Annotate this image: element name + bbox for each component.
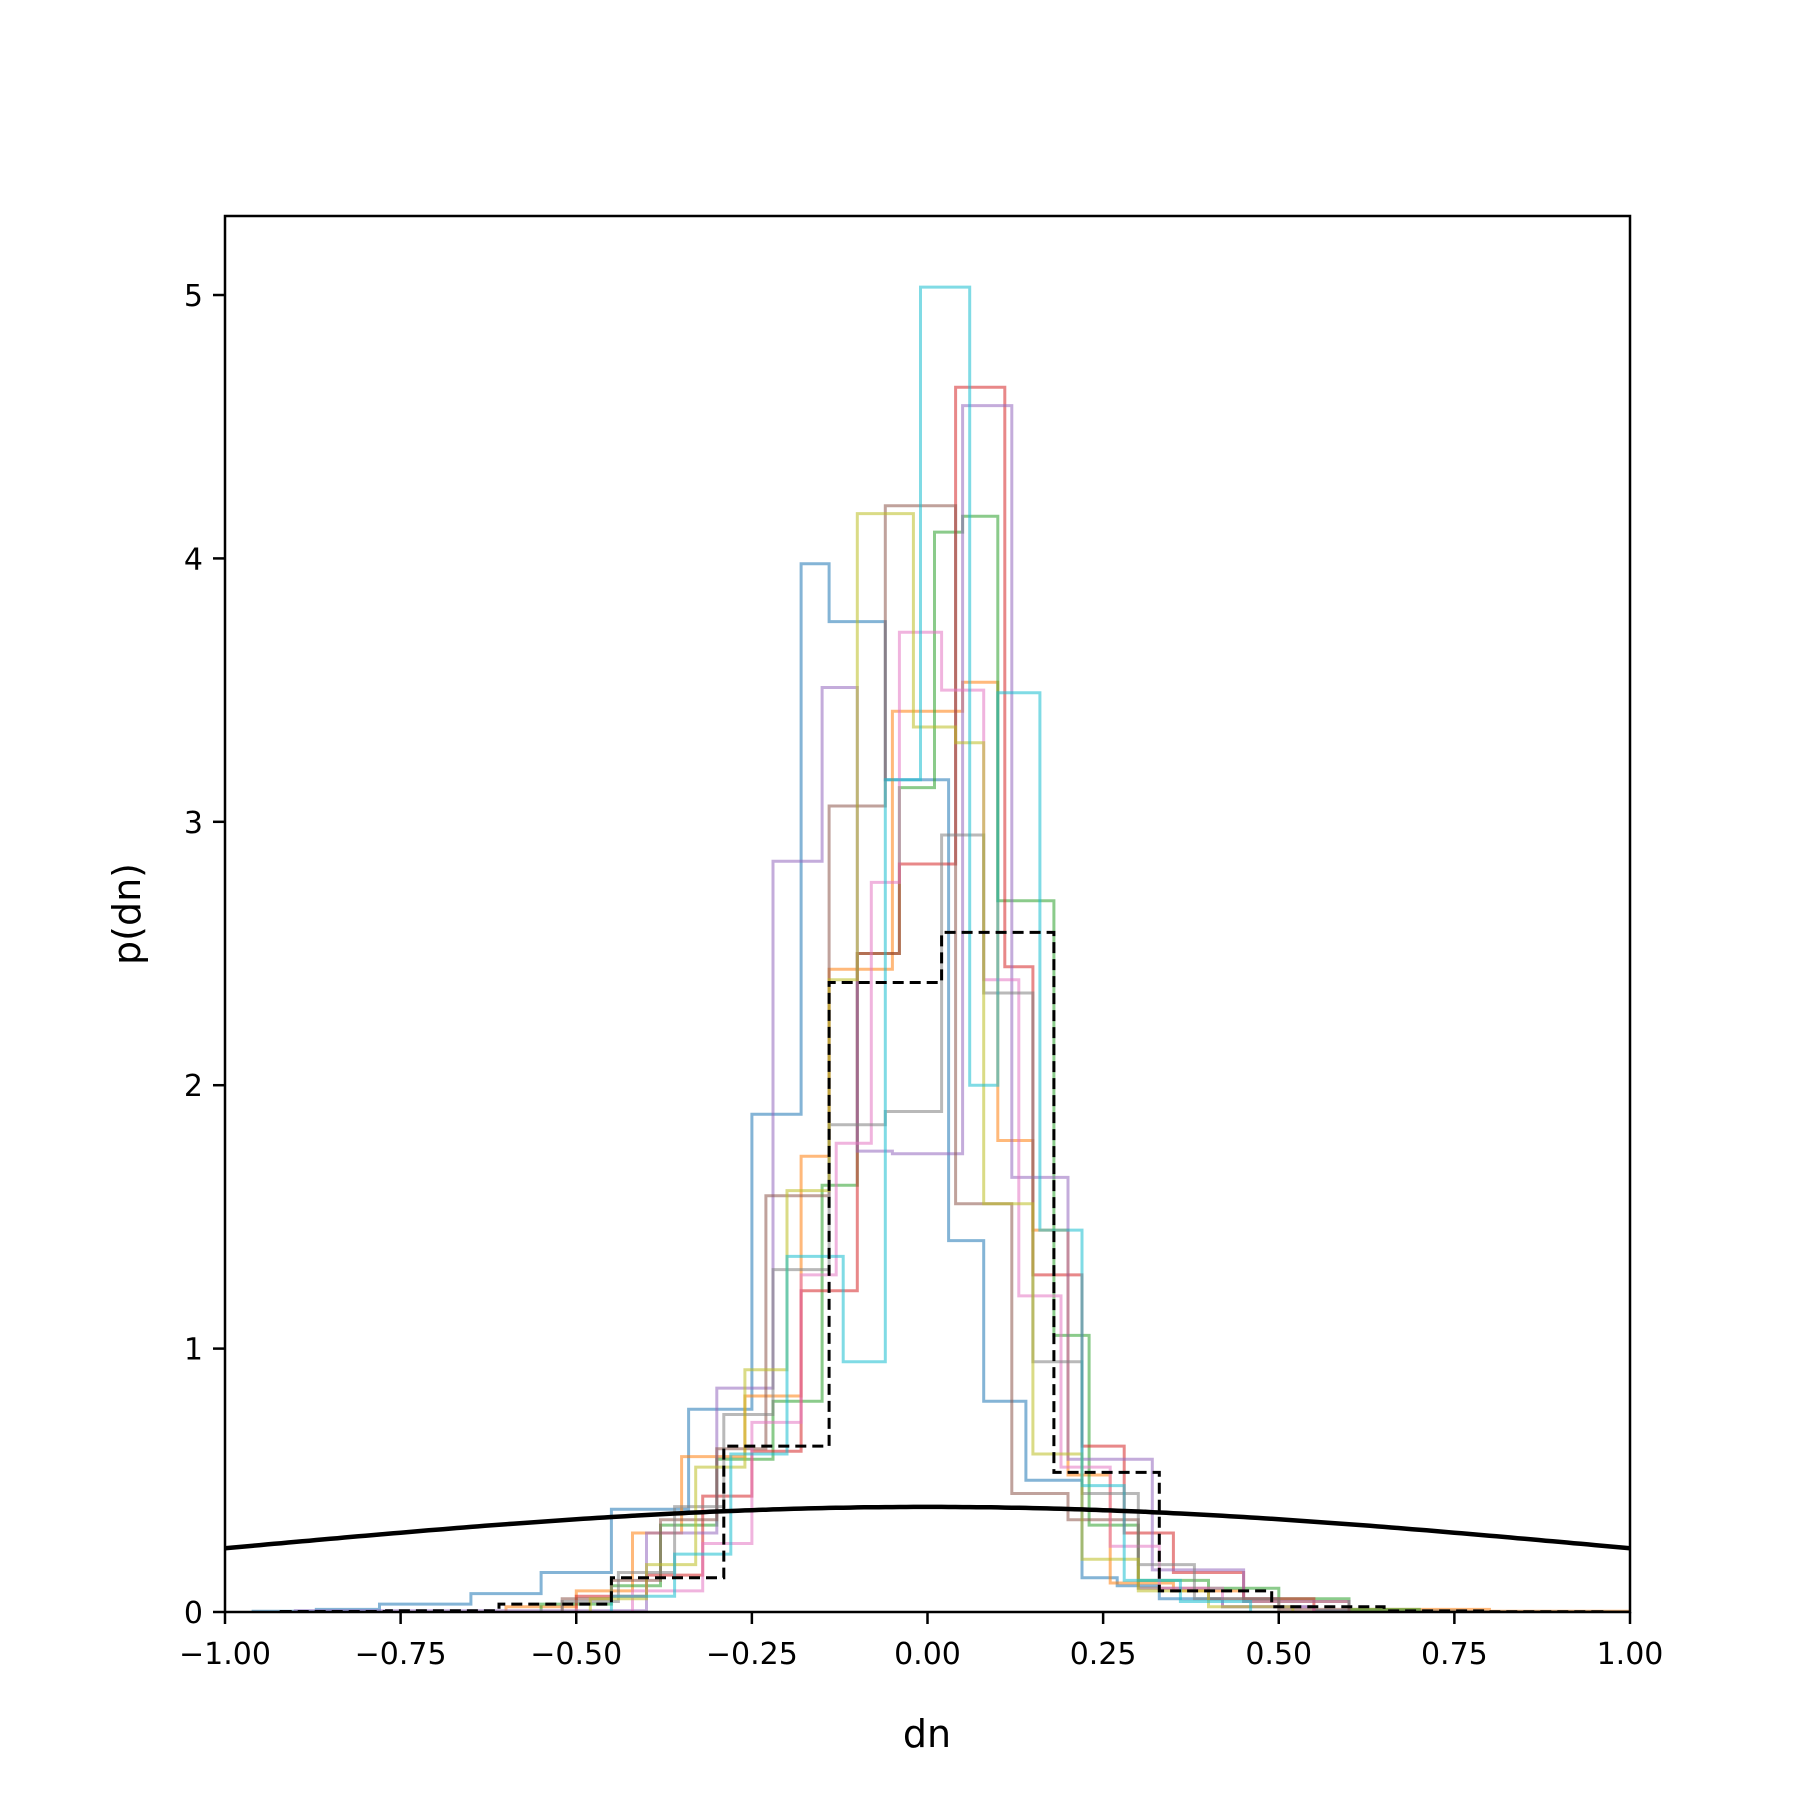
y-tick-label: 4 — [184, 542, 203, 577]
x-tick-label: 0.00 — [894, 1637, 961, 1672]
y-tick-label: 1 — [184, 1333, 203, 1368]
x-tick-label: 0.75 — [1421, 1637, 1488, 1672]
x-tick-label: −0.25 — [706, 1637, 798, 1672]
reference-pdf-curve — [225, 1504, 1630, 1551]
x-axis-title: dn — [903, 1712, 951, 1756]
x-tick-label: 1.00 — [1597, 1637, 1664, 1672]
reference-histogram-dashed — [279, 930, 1604, 1612]
x-tick-label: −1.00 — [179, 1637, 271, 1672]
plot-area — [225, 285, 1630, 1612]
histogram-series-9 — [588, 512, 1295, 1612]
y-axis-title: p(dn) — [105, 863, 149, 965]
x-tick-label: 0.50 — [1245, 1637, 1312, 1672]
axes: −1.00 −0.75 −0.50 −0.25 0.00 0.25 0.50 0.75 1.00… — [179, 279, 1663, 1672]
x-tick-label: −0.50 — [530, 1637, 622, 1672]
y-tick-label: 3 — [184, 806, 203, 841]
histogram-series-10 — [609, 285, 1253, 1612]
x-tick-label: 0.25 — [1070, 1637, 1137, 1672]
y-tick-label: 5 — [184, 279, 203, 314]
y-tick-label: 2 — [184, 1069, 203, 1104]
x-tick-label: −0.75 — [355, 1637, 447, 1672]
y-tick-label: 0 — [184, 1596, 203, 1631]
histogram-series-8 — [560, 833, 1281, 1612]
